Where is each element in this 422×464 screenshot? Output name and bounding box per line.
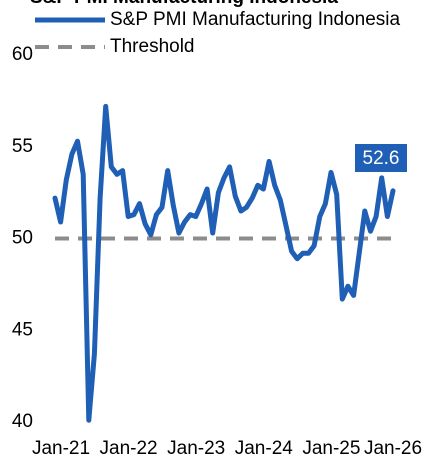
y-tick-label: 45 — [12, 319, 33, 340]
legend-label: S&P PMI Manufacturing Indonesia — [110, 9, 401, 30]
y-tick-label: 50 — [12, 228, 33, 249]
series-line — [52, 103, 396, 423]
x-tick-label: Jan-21 — [32, 438, 90, 459]
legend-label: Threshold — [110, 36, 195, 57]
y-tick-label: 55 — [12, 136, 33, 157]
x-tick-label: Jan-22 — [100, 438, 158, 459]
y-tick-label: 40 — [12, 411, 33, 432]
chart-title: S&P PMI Manufacturing Indonesia — [30, 0, 338, 8]
x-tick-label: Jan-25 — [302, 438, 360, 459]
y-tick-label: 60 — [12, 44, 33, 65]
value-label: 52.6 — [363, 148, 400, 169]
x-tick-label: Jan-26 — [364, 438, 422, 459]
value-label-box — [355, 144, 407, 172]
x-tick-label: Jan-24 — [235, 438, 294, 459]
x-tick-label: Jan-23 — [167, 438, 225, 459]
